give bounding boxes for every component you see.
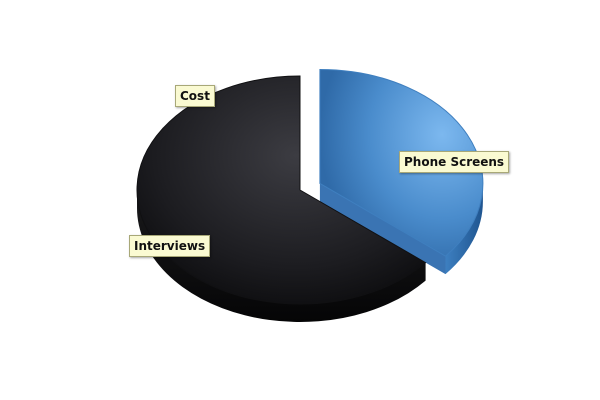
pie-slice-side-interviews <box>137 190 426 322</box>
data-label-cost: Cost <box>175 85 215 107</box>
data-label-interviews: Interviews <box>129 235 211 257</box>
pie-slice-cut-phone-screens <box>319 183 446 275</box>
data-label-phone-screens: Phone Screens <box>399 151 510 173</box>
pie-slice-side-phone-screens <box>445 183 483 275</box>
